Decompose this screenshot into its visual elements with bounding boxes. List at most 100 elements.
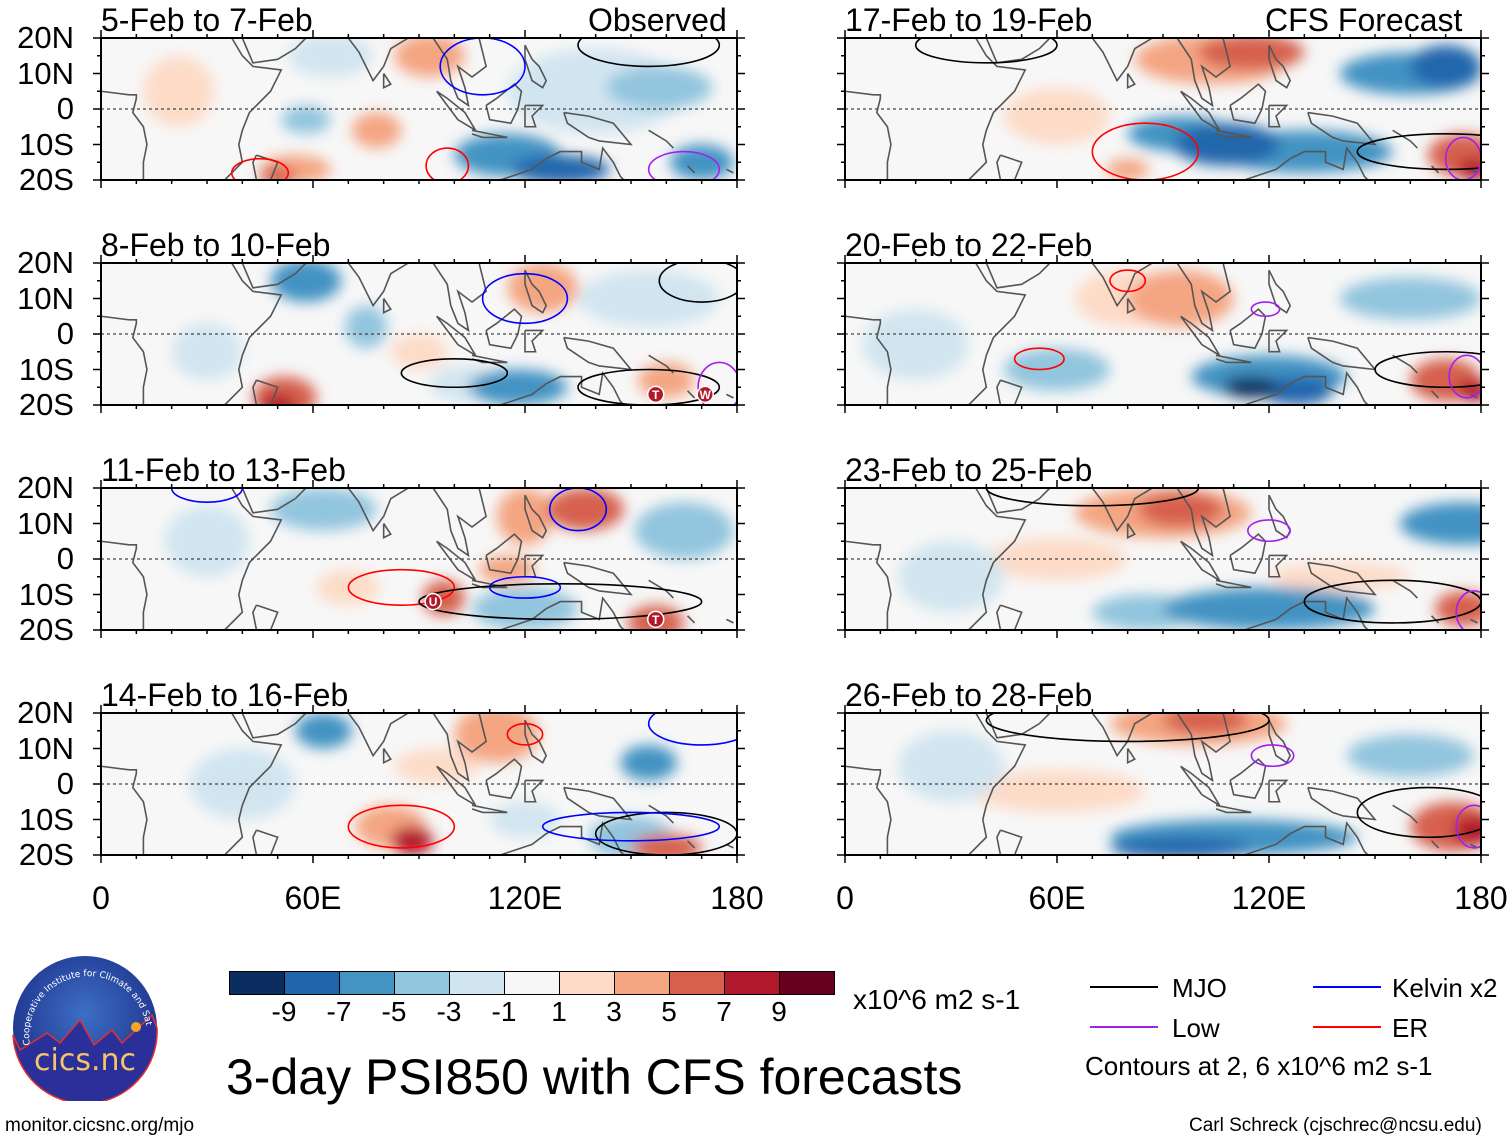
coastline <box>1268 269 1292 314</box>
colorbar-tick-label: -5 <box>381 996 407 1027</box>
coastline <box>648 129 674 149</box>
coastline <box>500 821 625 855</box>
lat-tick-label: 20S <box>18 612 74 647</box>
coastline <box>382 298 392 314</box>
coastline <box>1126 298 1136 314</box>
wave-contour <box>1356 133 1481 171</box>
coastline <box>726 393 734 399</box>
coastline <box>432 488 488 558</box>
coastline <box>648 579 674 599</box>
map-panel: UT <box>93 480 745 638</box>
anomaly-blob <box>351 112 402 149</box>
coastline <box>1244 146 1369 180</box>
lat-tick-label: 20S <box>18 387 74 422</box>
colorbar-tick-label: -9 <box>271 996 297 1027</box>
colorbar-tick-label: -3 <box>436 996 462 1027</box>
lat-tick-label: 10S <box>18 351 74 387</box>
anomaly-blob <box>510 155 610 180</box>
coastline <box>101 315 148 405</box>
anomaly-blob <box>1452 815 1481 845</box>
wave-contour <box>170 488 244 503</box>
anomaly-blob <box>1127 270 1234 327</box>
coastline <box>224 263 283 405</box>
coastline <box>432 263 488 333</box>
wave-contour <box>1448 354 1481 399</box>
legend-line-kelvin <box>1313 986 1381 988</box>
anomaly-blob <box>620 744 677 781</box>
legend-line-mjo <box>1090 986 1158 988</box>
lon-tick-label: 60E <box>1028 880 1086 916</box>
coastline <box>985 38 1051 64</box>
coastline <box>252 379 279 405</box>
map-panel <box>837 30 1489 188</box>
wave-contour <box>1109 269 1147 293</box>
coastline <box>1126 748 1136 764</box>
anomaly-blob <box>260 394 296 405</box>
colorbar-tick-label: 3 <box>606 996 622 1027</box>
coastline <box>1091 713 1153 758</box>
lon-tick-label: 180 <box>710 880 764 916</box>
anomaly-blob <box>546 488 624 531</box>
wave-contour <box>548 488 608 532</box>
coastline <box>845 315 892 405</box>
website-link[interactable]: monitor.cicsnc.org/mjo <box>5 1115 195 1136</box>
map-panel <box>93 705 745 863</box>
colorbar-swatch <box>394 972 449 994</box>
coastline <box>996 379 1023 405</box>
coastline <box>563 786 633 821</box>
wave-contour <box>481 272 569 325</box>
lon-tick-label: 0 <box>836 880 854 916</box>
coastline <box>996 604 1023 630</box>
coastline <box>1229 308 1267 350</box>
coastline <box>1268 44 1292 89</box>
anomaly-blob <box>270 263 342 303</box>
anomaly-blob <box>1138 491 1224 528</box>
colorbar-swatch <box>614 972 669 994</box>
coastline <box>1180 540 1221 581</box>
map-panel <box>93 30 745 188</box>
colorbar-swatch <box>504 972 559 994</box>
wave-contour <box>1250 301 1281 318</box>
coastline <box>224 713 283 855</box>
wave-contour <box>1455 590 1481 630</box>
storm-marker <box>646 610 665 629</box>
legend-line-low <box>1090 1026 1158 1028</box>
psi850-shading <box>143 38 734 180</box>
colorbar-tick-label: -7 <box>326 996 352 1027</box>
wave-contour <box>647 713 737 746</box>
anomaly-blob <box>1004 87 1110 145</box>
anomaly-blob <box>288 38 374 78</box>
colorbar-swatch <box>339 972 394 994</box>
coastline <box>524 719 548 764</box>
coastline <box>524 494 548 539</box>
anomaly-blob <box>898 730 1004 802</box>
coastline <box>432 713 488 783</box>
anomaly-blob <box>638 362 695 398</box>
storm-marker <box>424 592 442 611</box>
legend-line-er <box>1313 1026 1381 1028</box>
cfs-forecast-label: CFS Forecast <box>1265 2 1463 38</box>
coastline <box>241 38 307 64</box>
anomaly-blob <box>1435 590 1481 627</box>
coastline <box>686 165 696 174</box>
coastline <box>1244 821 1369 855</box>
lon-tick-label: 0 <box>92 880 110 916</box>
panel-title: 26-Feb to 28-Feb <box>845 677 1093 713</box>
coastline <box>968 263 1027 405</box>
coastline <box>1180 90 1221 131</box>
coastline <box>252 829 279 855</box>
storm-marker-label: T <box>652 388 660 402</box>
colorbar-swatch <box>284 972 339 994</box>
coastline <box>347 263 409 308</box>
colorbar-swatch <box>230 972 284 994</box>
anomaly-blob <box>344 305 388 349</box>
coastline <box>101 765 148 855</box>
coastlines <box>845 713 1478 855</box>
wave-contour <box>1091 122 1200 180</box>
anomaly-blob <box>1399 502 1481 545</box>
coastline <box>563 111 633 146</box>
coastline <box>1091 38 1153 83</box>
anomaly-blob <box>270 488 377 531</box>
storm-marker <box>646 385 665 404</box>
wave-contour <box>985 488 1200 507</box>
